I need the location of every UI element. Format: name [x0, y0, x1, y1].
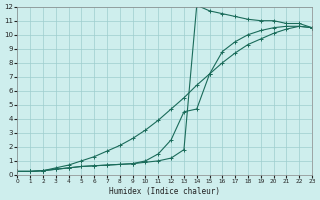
X-axis label: Humidex (Indice chaleur): Humidex (Indice chaleur) [109, 187, 220, 196]
